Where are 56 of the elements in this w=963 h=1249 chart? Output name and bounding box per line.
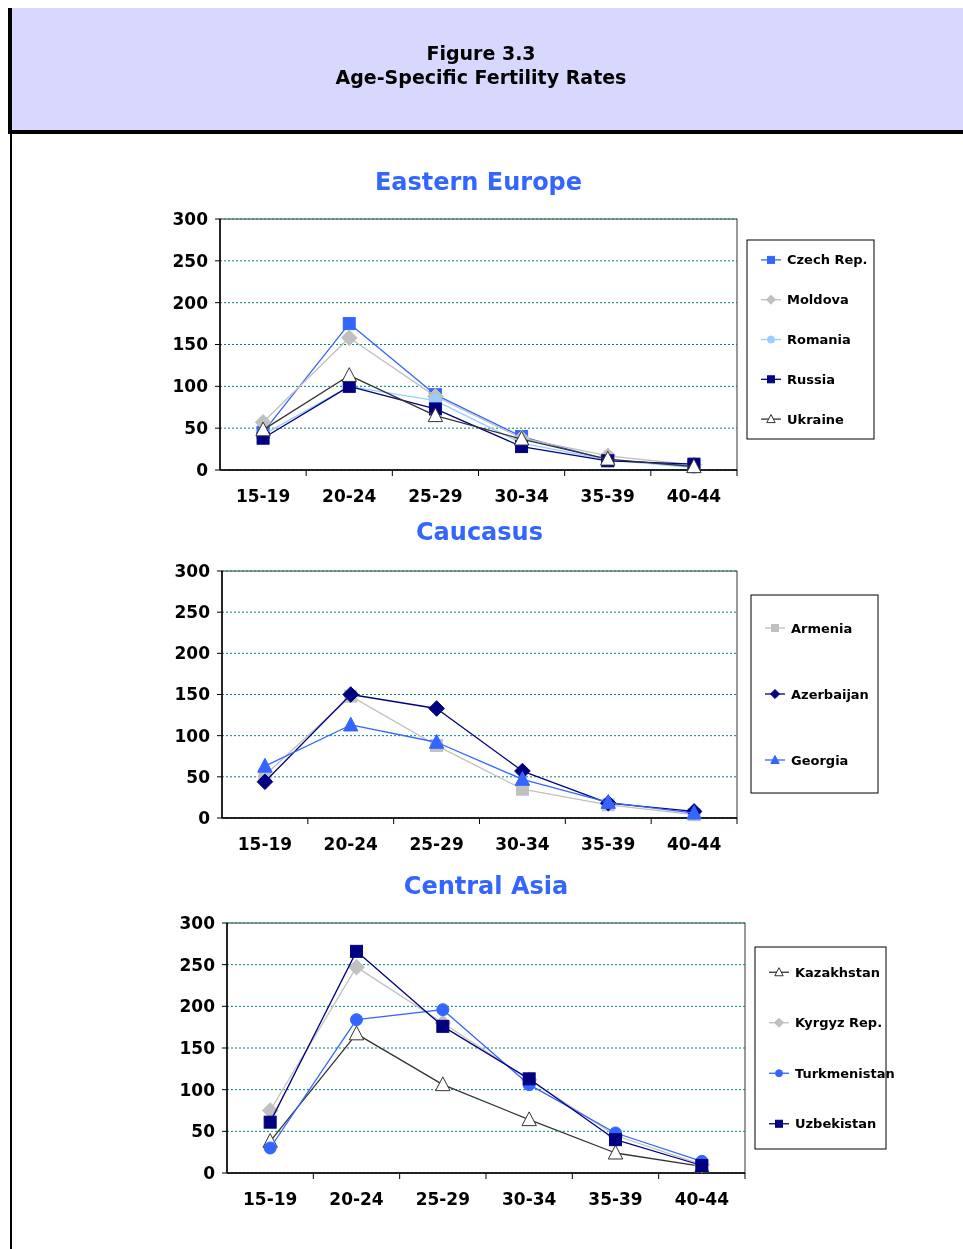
chart-title: Eastern Europe [374, 168, 583, 196]
legend-label: Azerbaijan [791, 686, 869, 702]
y-tick-label: 0 [196, 459, 209, 480]
x-tick-label: 40-44 [666, 834, 722, 854]
legend-label: Kazakhstan [795, 964, 881, 980]
x-tick-label: 25-29 [408, 486, 463, 506]
text: Age-Specific Fertility Rates [335, 66, 627, 88]
x-tick-label: 25-29 [409, 834, 464, 854]
x-tick-label: 30-34 [501, 1189, 557, 1209]
x-tick-label: 35-39 [580, 486, 635, 506]
legend-label: Georgia [791, 752, 849, 768]
x-tick-label: 15-19 [242, 1189, 298, 1209]
x-tick-label: 30-34 [494, 486, 549, 506]
y-tick-label: 250 [172, 250, 209, 271]
y-tick-label: 250 [179, 954, 216, 975]
y-tick-label: 100 [174, 725, 211, 746]
x-tick-label: 15-19 [237, 834, 293, 854]
y-tick-label: 250 [174, 602, 211, 623]
chart-title: Caucasus [416, 518, 543, 546]
legend-label: Turkmenistan [795, 1065, 895, 1081]
legend-label: Armenia [791, 620, 853, 636]
y-tick-label: 0 [198, 807, 211, 828]
legend-label: Russia [787, 371, 835, 387]
y-tick-label: 300 [174, 560, 211, 581]
x-tick-label: 15-19 [235, 486, 291, 506]
y-tick-label: 50 [191, 1121, 216, 1142]
legend-label: Uzbekistan [795, 1116, 877, 1132]
legend-label: Romania [787, 332, 851, 348]
legend-label: Moldova [787, 292, 849, 308]
y-tick-label: 50 [186, 766, 211, 787]
x-tick-label: 35-39 [581, 834, 636, 854]
y-tick-label: 200 [179, 996, 216, 1017]
y-tick-label: 300 [179, 912, 216, 933]
x-tick-label: 40-44 [666, 486, 722, 506]
y-tick-label: 150 [179, 1037, 216, 1058]
legend-label: Ukraine [787, 411, 845, 427]
legend-label: Czech Rep. [787, 252, 868, 268]
y-tick-label: 300 [172, 208, 209, 229]
y-tick-label: 200 [172, 292, 209, 313]
y-tick-label: 100 [179, 1079, 216, 1100]
chart-title: Central Asia [403, 872, 569, 900]
y-tick-label: 100 [172, 376, 209, 397]
x-tick-label: 25-29 [415, 1189, 471, 1209]
y-tick-label: 150 [172, 334, 209, 355]
y-tick-label: 50 [184, 418, 209, 439]
y-tick-label: 150 [174, 684, 211, 705]
x-tick-label: 20-24 [329, 1189, 384, 1209]
x-tick-label: 35-39 [588, 1189, 643, 1209]
y-tick-label: 0 [203, 1162, 216, 1183]
x-tick-label: 20-24 [322, 486, 377, 506]
legend-label: Kyrgyz Rep. [795, 1015, 883, 1031]
x-tick-label: 30-34 [495, 834, 550, 854]
caption: Figure 3.3 [426, 42, 536, 64]
y-tick-label: 200 [174, 643, 211, 664]
x-tick-label: 20-24 [323, 834, 379, 854]
x-tick-label: 40-44 [674, 1189, 730, 1209]
